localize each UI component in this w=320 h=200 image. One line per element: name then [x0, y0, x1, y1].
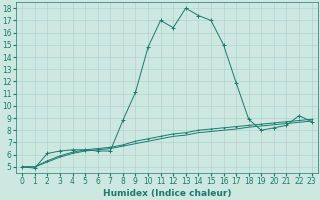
X-axis label: Humidex (Indice chaleur): Humidex (Indice chaleur)	[103, 189, 231, 198]
